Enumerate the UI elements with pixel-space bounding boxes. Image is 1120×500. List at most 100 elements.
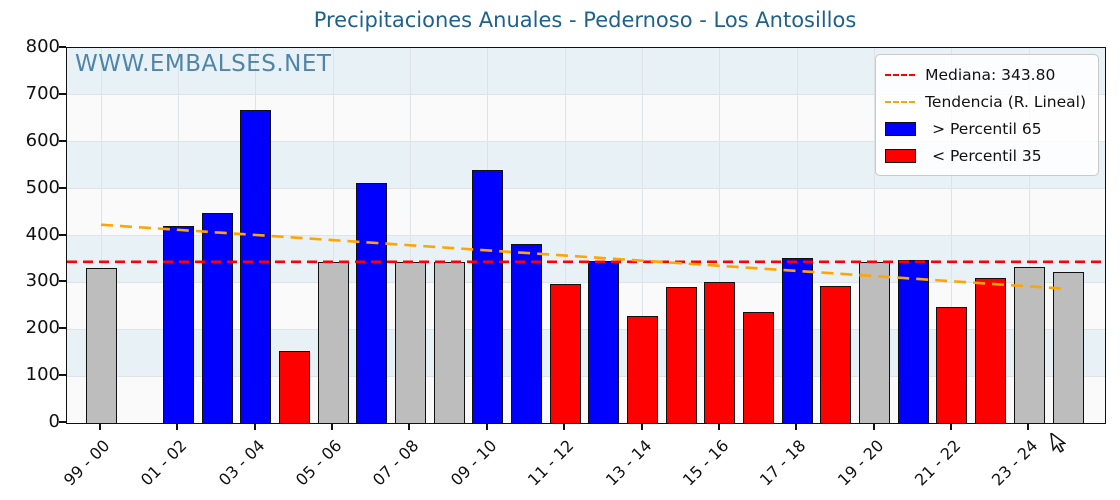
x-tick-mark — [1027, 424, 1030, 430]
y-tick-label: 400 — [25, 223, 60, 245]
legend: Mediana: 343.80 Tendencia (R. Lineal) > … — [875, 54, 1099, 176]
horizontal-gridline — [67, 141, 1105, 143]
vertical-gridline — [642, 48, 644, 423]
bar — [704, 282, 736, 423]
bar — [743, 312, 775, 423]
bar — [240, 110, 272, 423]
legend-median-label: Mediana: 343.80 — [925, 65, 1056, 84]
x-tick-mark — [795, 424, 798, 430]
bar — [317, 262, 349, 423]
x-tick-label: 19 - 20 — [833, 436, 888, 490]
horizontal-gridline — [67, 188, 1105, 190]
x-tick-mark — [872, 424, 875, 430]
legend-item-trend: Tendencia (R. Lineal) — [885, 88, 1086, 115]
x-tick-mark — [408, 424, 411, 430]
y-tick-label: 800 — [25, 36, 60, 57]
bar — [278, 350, 310, 423]
y-tick-mark — [59, 327, 66, 330]
bar — [665, 287, 697, 423]
y-tick-mark — [59, 186, 66, 189]
x-tick-label: 99 - 00 — [59, 436, 114, 490]
x-tick-mark — [949, 424, 952, 430]
bar — [820, 285, 852, 423]
x-tick-label: 11 - 12 — [524, 436, 578, 490]
bar — [588, 260, 620, 423]
x-tick-label: 05 - 06 — [292, 436, 346, 490]
background-band — [67, 235, 1105, 283]
x-tick-label: 07 - 08 — [369, 436, 423, 490]
vertical-gridline — [796, 48, 798, 423]
y-tick-label: 200 — [25, 317, 60, 339]
y-tick-mark — [59, 374, 66, 377]
y-tick-mark — [59, 233, 66, 236]
bar — [936, 306, 968, 423]
bar — [162, 226, 194, 423]
x-tick-mark — [99, 424, 101, 430]
vertical-gridline — [719, 48, 721, 423]
vertical-gridline — [874, 48, 876, 423]
x-tick-label: 03 - 04 — [214, 436, 269, 490]
y-tick-mark — [59, 421, 66, 423]
horizontal-gridline — [67, 328, 1105, 330]
y-axis: 0 100 200 300 400 500 600 700 800 — [0, 36, 60, 432]
y-tick-label: 0 — [48, 411, 60, 432]
legend-item-below-p35: < Percentil 35 — [885, 142, 1086, 169]
horizontal-gridline — [67, 235, 1105, 236]
bar — [627, 315, 659, 423]
x-tick-mark — [717, 424, 720, 430]
bar — [433, 262, 465, 423]
plot-area: WWW.EMBALSES.NET Mediana: 343.80 Tendenc… — [66, 47, 1106, 424]
x-tick-mark — [331, 424, 334, 430]
x-tick-mark — [640, 424, 643, 430]
bar — [975, 277, 1007, 423]
horizontal-gridline — [67, 94, 1105, 96]
bar — [1013, 267, 1045, 423]
x-tick-label: 21 - 22 — [910, 436, 965, 490]
y-tick-label: 700 — [25, 82, 60, 104]
bar — [781, 257, 813, 423]
y-tick-mark — [59, 92, 66, 95]
y-tick-label: 500 — [25, 176, 60, 198]
x-tick-label: 09 - 10 — [446, 436, 501, 490]
vertical-gridline — [951, 48, 953, 423]
x-tick-mark — [253, 424, 256, 430]
vertical-gridline — [1028, 48, 1030, 423]
legend-above-label: > Percentil 65 — [932, 119, 1042, 138]
bar — [510, 244, 542, 423]
median-dashed-line-icon — [885, 73, 916, 76]
x-tick-mark — [563, 424, 566, 430]
bar — [549, 284, 581, 423]
y-tick-mark — [59, 280, 66, 283]
x-tick-label: 01 - 02 — [137, 436, 191, 490]
bar — [201, 213, 233, 423]
reference-lines — [67, 223, 1105, 291]
legend-trend-label: Tendencia (R. Lineal) — [925, 92, 1086, 111]
blue-bar-swatch-icon — [885, 121, 917, 136]
vertical-gridline — [564, 48, 566, 423]
bar — [472, 169, 504, 423]
legend-below-label: < Percentil 35 — [932, 146, 1042, 165]
y-tick-label: 100 — [25, 364, 60, 386]
bar — [394, 262, 426, 423]
watermark-text: WWW.EMBALSES.NET — [75, 51, 332, 77]
y-tick-mark — [59, 139, 66, 142]
y-tick-label: 600 — [25, 129, 60, 151]
x-tick-label: 23 - 24 — [988, 436, 1042, 490]
x-tick-label: 15 - 16 — [678, 436, 733, 490]
chart-title: Precipitaciones Anuales - Pedernoso - Lo… — [313, 8, 857, 32]
legend-item-above-p65: > Percentil 65 — [885, 115, 1086, 142]
bar — [1052, 271, 1084, 423]
mouse-cursor-icon — [1049, 433, 1066, 453]
horizontal-gridline — [67, 281, 1105, 283]
legend-item-median: Mediana: 343.80 — [885, 61, 1086, 88]
y-tick-mark — [59, 46, 66, 48]
trend-dashed-line-icon — [885, 100, 916, 103]
y-tick-label: 300 — [25, 270, 60, 292]
vertical-gridline — [100, 48, 102, 423]
vertical-gridline — [409, 48, 411, 423]
x-tick-mark — [176, 424, 179, 430]
vertical-gridline — [332, 48, 334, 423]
trend-line — [100, 223, 1069, 291]
background-band — [67, 329, 1105, 377]
